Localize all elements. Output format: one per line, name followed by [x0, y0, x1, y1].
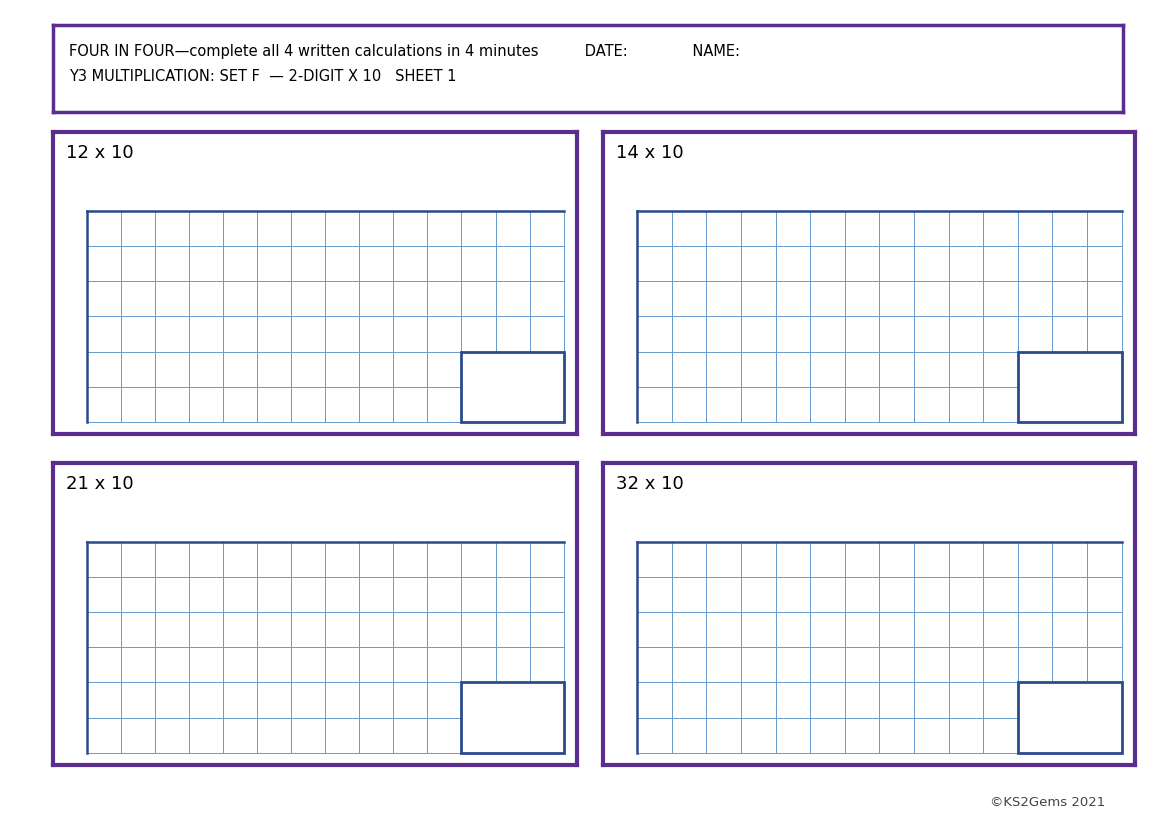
Bar [461, 682, 564, 753]
Bar [461, 351, 564, 422]
Text: ©KS2Gems 2021: ©KS2Gems 2021 [990, 796, 1106, 809]
Text: 12 x 10: 12 x 10 [66, 145, 133, 162]
Bar [1018, 682, 1122, 753]
Bar [1018, 682, 1122, 753]
Bar [461, 682, 564, 753]
Text: Y3 MULTIPLICATION: SET F  — 2-DIGIT X 10   SHEET 1: Y3 MULTIPLICATION: SET F — 2-DIGIT X 10 … [69, 69, 456, 84]
Text: 14 x 10: 14 x 10 [615, 145, 683, 162]
Bar [461, 351, 564, 422]
Text: FOUR IN FOUR—complete all 4 written calculations in 4 minutes          DATE:    : FOUR IN FOUR—complete all 4 written calc… [69, 44, 739, 59]
Bar [1018, 351, 1122, 422]
Text: 32 x 10: 32 x 10 [615, 476, 683, 493]
Text: 21 x 10: 21 x 10 [66, 476, 133, 493]
Bar [1018, 351, 1122, 422]
